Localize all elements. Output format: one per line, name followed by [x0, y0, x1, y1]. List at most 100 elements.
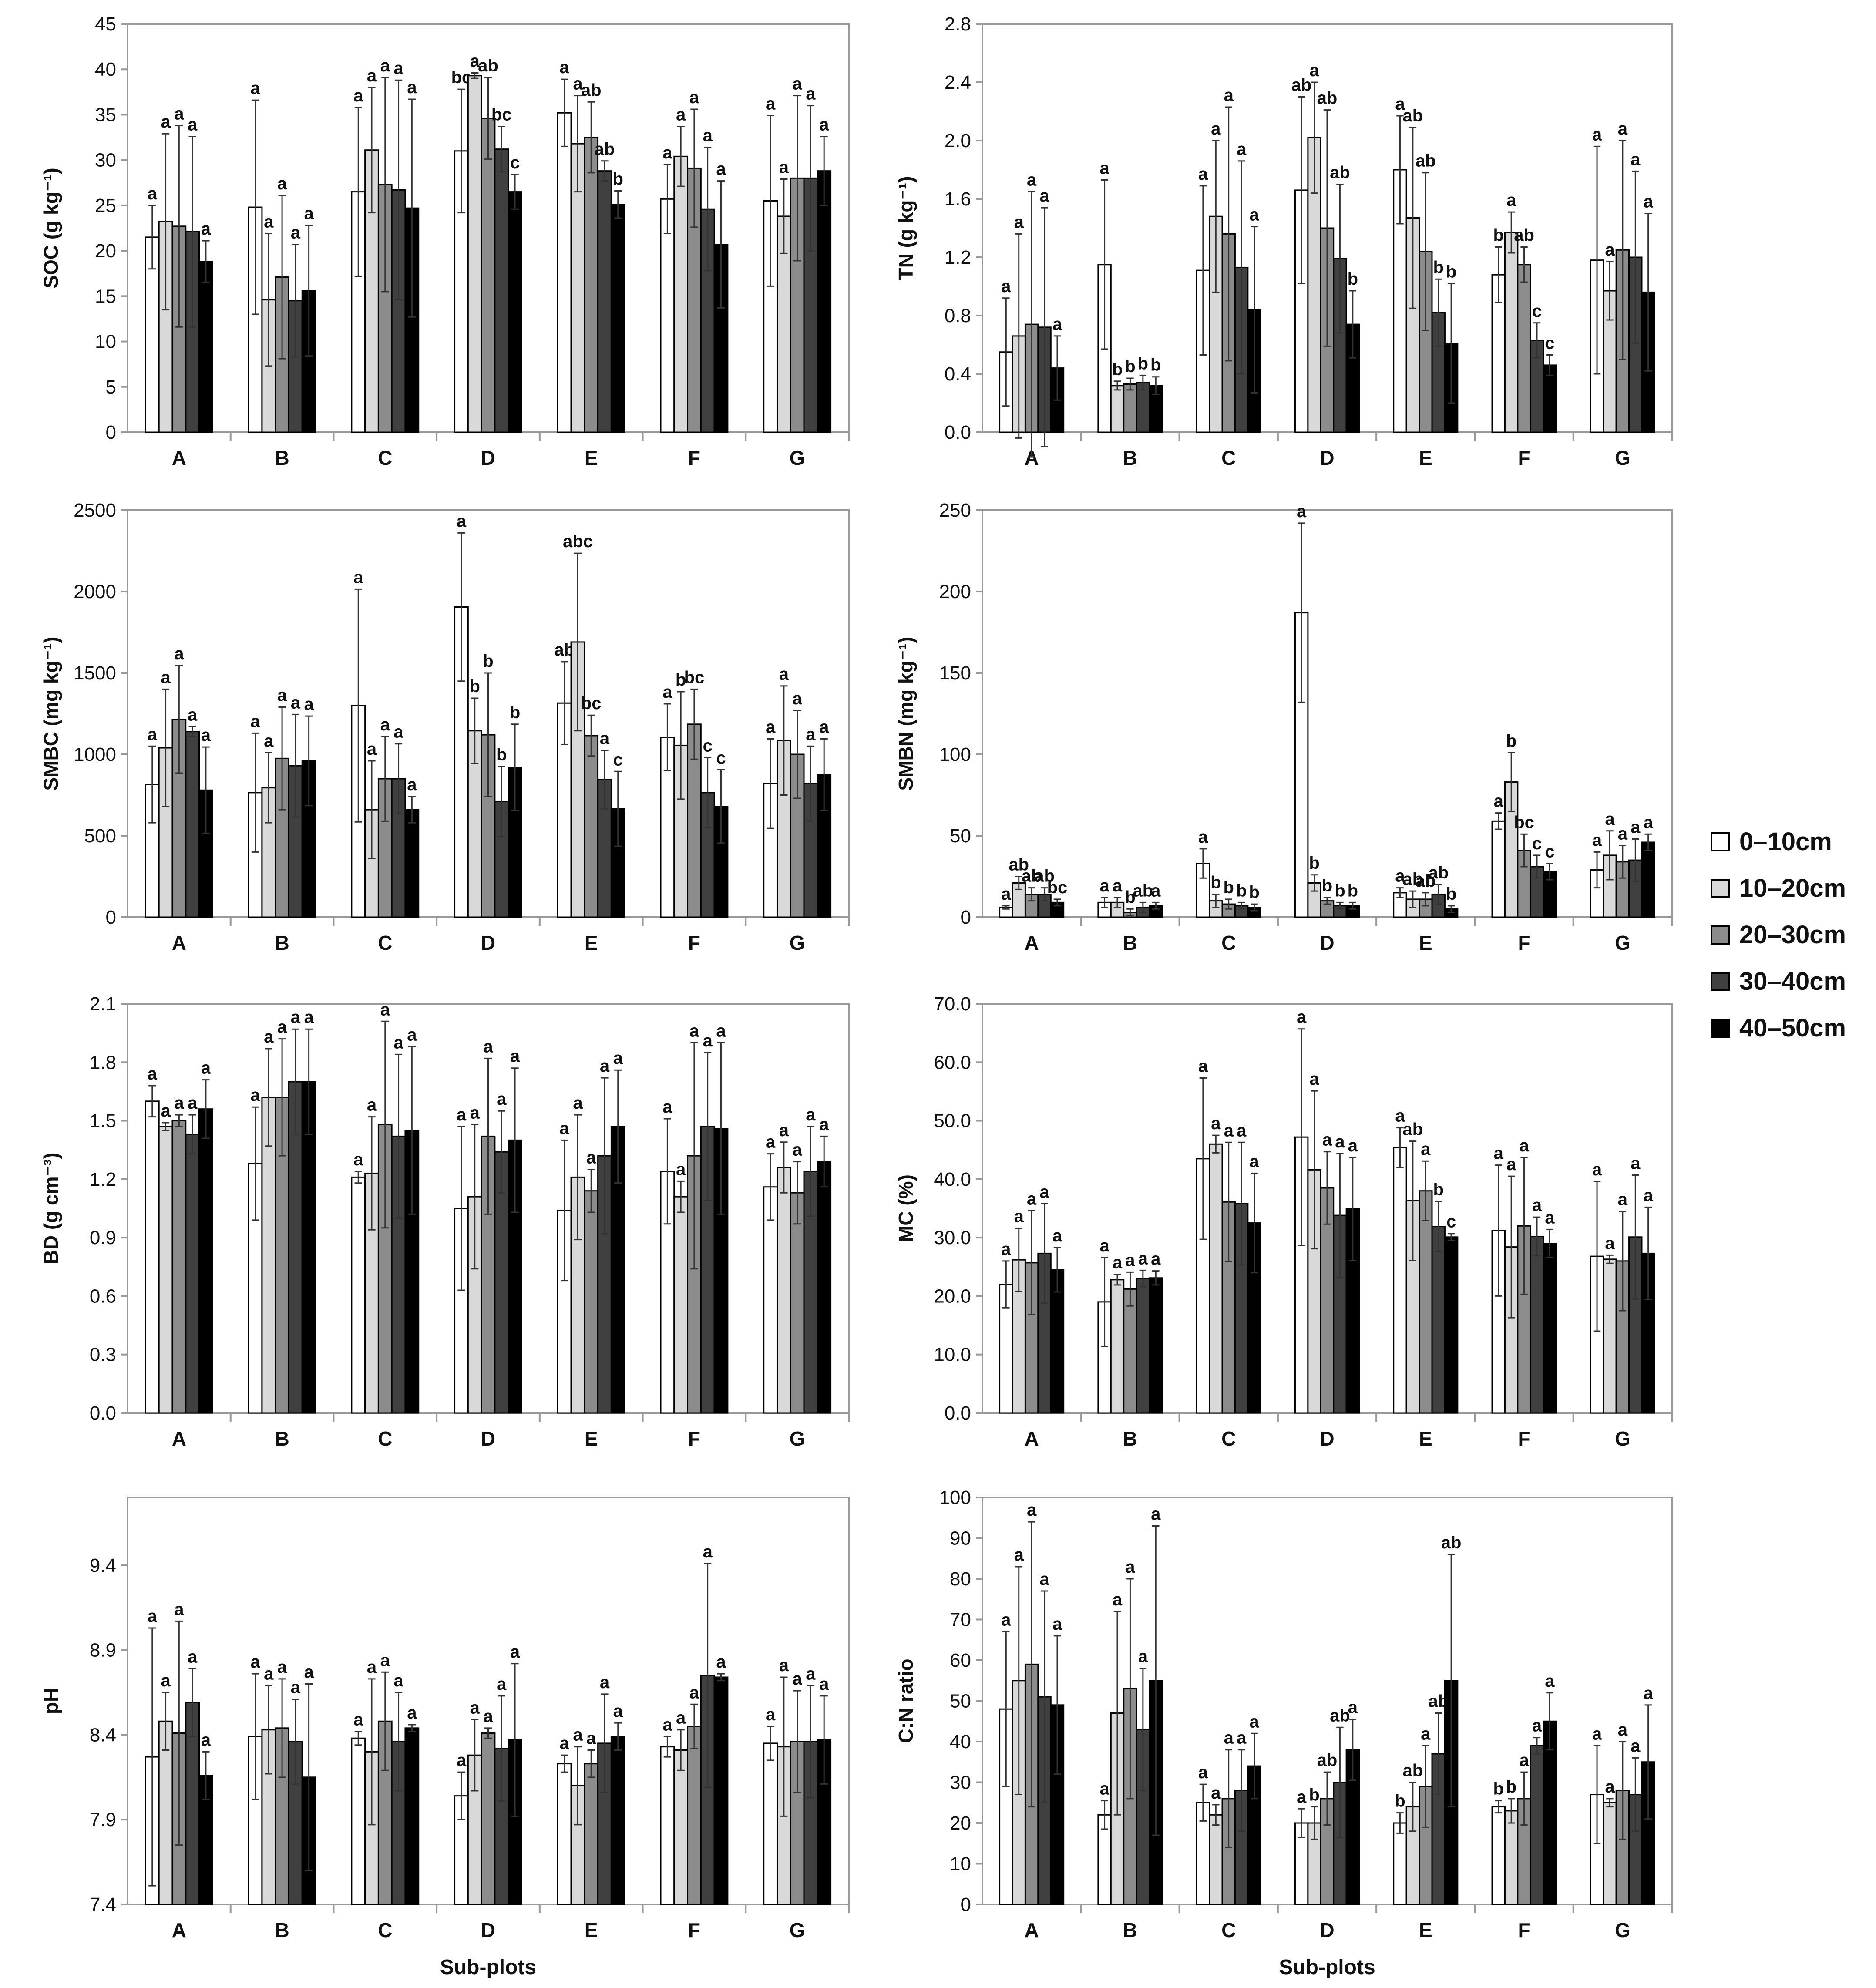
y-tick-label: 2.4 — [945, 72, 971, 93]
y-tick-label: 60 — [950, 1650, 971, 1671]
bar — [1603, 1258, 1617, 1414]
significance-letter: a — [1631, 1154, 1641, 1173]
x-tick-label-e: E — [1419, 447, 1432, 469]
legend-label-40-50cm: 40–50cm — [1739, 1014, 1846, 1042]
significance-letter: a — [689, 1683, 699, 1702]
significance-letter: b — [1223, 878, 1234, 897]
y-tick-label: 150 — [939, 663, 971, 684]
bar — [158, 1126, 173, 1414]
x-tick-label-a: A — [1025, 932, 1039, 954]
significance-letter: a — [277, 686, 287, 705]
significance-letter: a — [1618, 1720, 1628, 1739]
significance-letter: a — [1395, 1107, 1405, 1126]
significance-letter: a — [1618, 824, 1628, 843]
significance-letter: a — [161, 112, 171, 131]
significance-letter: b — [1493, 1779, 1504, 1799]
significance-letter: a — [367, 1096, 377, 1115]
y-tick-label: 50 — [950, 1691, 971, 1712]
significance-letter: a — [1618, 1190, 1628, 1209]
significance-letter: a — [1297, 1787, 1307, 1806]
x-tick-label-e: E — [585, 1919, 598, 1941]
significance-letter: a — [161, 1101, 171, 1120]
x-tick-label-b: B — [1123, 932, 1137, 954]
y-tick-label: 8.9 — [90, 1640, 116, 1661]
significance-letter: a — [380, 1000, 390, 1019]
significance-letter: ab — [1403, 1761, 1423, 1780]
significance-letter: a — [1494, 1144, 1504, 1163]
significance-letter: a — [380, 1651, 390, 1670]
significance-letter: b — [483, 652, 493, 671]
significance-letter: a — [1151, 881, 1161, 900]
y-tick-label: 1.2 — [945, 247, 971, 268]
bar — [1504, 1810, 1519, 1905]
significance-letter: b — [470, 677, 480, 696]
significance-letter: a — [766, 94, 776, 114]
significance-letter: a — [703, 126, 713, 145]
x-tick-label-f: F — [688, 1919, 700, 1941]
x-tick-label-d: D — [481, 932, 495, 954]
significance-letter: a — [250, 712, 260, 731]
y-tick-label: 0 — [961, 1894, 971, 1915]
x-tick-label-g: G — [1615, 932, 1631, 954]
significance-letter: a — [1113, 1253, 1123, 1272]
significance-letter: a — [662, 683, 672, 702]
significance-letter: a — [1309, 61, 1319, 80]
significance-letter: a — [1592, 125, 1602, 144]
significance-letter: a — [1395, 867, 1405, 886]
y-tick-label: 20 — [950, 1813, 971, 1834]
significance-letter: a — [703, 1031, 713, 1050]
x-tick-label-c: C — [378, 932, 392, 954]
significance-letter: a — [174, 1600, 184, 1619]
y-tick-label: 20.0 — [934, 1285, 971, 1307]
significance-letter: a — [586, 1729, 596, 1748]
significance-letter: a — [1198, 1057, 1208, 1076]
significance-letter: a — [353, 568, 363, 587]
legend-swatch-20-30cm — [1711, 925, 1730, 945]
significance-letter: a — [1211, 1783, 1221, 1803]
significance-letter: ab — [478, 56, 498, 75]
legend-swatch-0-10cm — [1711, 832, 1730, 851]
significance-letter: a — [483, 1707, 493, 1726]
significance-letter: a — [1297, 502, 1307, 521]
significance-letter: ab — [1428, 863, 1449, 882]
plot-frame — [982, 509, 1673, 918]
significance-letter: a — [483, 1037, 493, 1056]
y-tick-label: 50 — [950, 825, 971, 847]
significance-letter: ab — [1403, 1120, 1423, 1139]
x-tick-label-c: C — [378, 1427, 392, 1450]
y-axis-title: SMBC (mg kg⁻¹) — [40, 637, 62, 791]
legend-swatch-40-50cm — [1711, 1018, 1730, 1038]
y-axis-title: pH — [40, 1688, 62, 1714]
x-tick-label-g: G — [790, 932, 805, 954]
legend: 0–10cm 10–20cm 20–30cm 30–40cm 40–50cm — [1711, 818, 1846, 1051]
significance-letter: a — [766, 1705, 776, 1724]
significance-letter: a — [573, 74, 583, 94]
significance-letter: a — [380, 56, 390, 75]
bar — [673, 1749, 689, 1905]
significance-letter: a — [662, 143, 672, 162]
significance-letter: a — [1605, 1777, 1615, 1796]
y-tick-label: 0.0 — [90, 1403, 116, 1424]
bar — [1517, 264, 1531, 433]
bar — [1530, 1745, 1544, 1905]
significance-letter: a — [793, 74, 803, 94]
significance-letter: a — [201, 1730, 211, 1749]
x-tick-label-a: A — [172, 1427, 186, 1450]
y-tick-label: 20 — [95, 240, 116, 262]
significance-letter: a — [201, 1059, 211, 1078]
significance-letter: a — [1039, 1570, 1049, 1589]
significance-letter: abc — [563, 532, 593, 551]
significance-letter: b — [1125, 888, 1135, 907]
bar — [1419, 1190, 1433, 1414]
y-tick-label: 50.0 — [934, 1110, 971, 1132]
significance-letter: a — [367, 66, 377, 85]
significance-letter: a — [291, 693, 301, 712]
x-axis-title: Sub-plots — [1279, 1956, 1375, 1979]
significance-letter: a — [353, 1150, 363, 1169]
significance-letter: a — [250, 1086, 260, 1105]
significance-letter: a — [779, 665, 789, 684]
x-tick-label-e: E — [1419, 1919, 1432, 1941]
significance-letter: a — [1519, 1751, 1529, 1770]
significance-letter: a — [1297, 1008, 1307, 1027]
